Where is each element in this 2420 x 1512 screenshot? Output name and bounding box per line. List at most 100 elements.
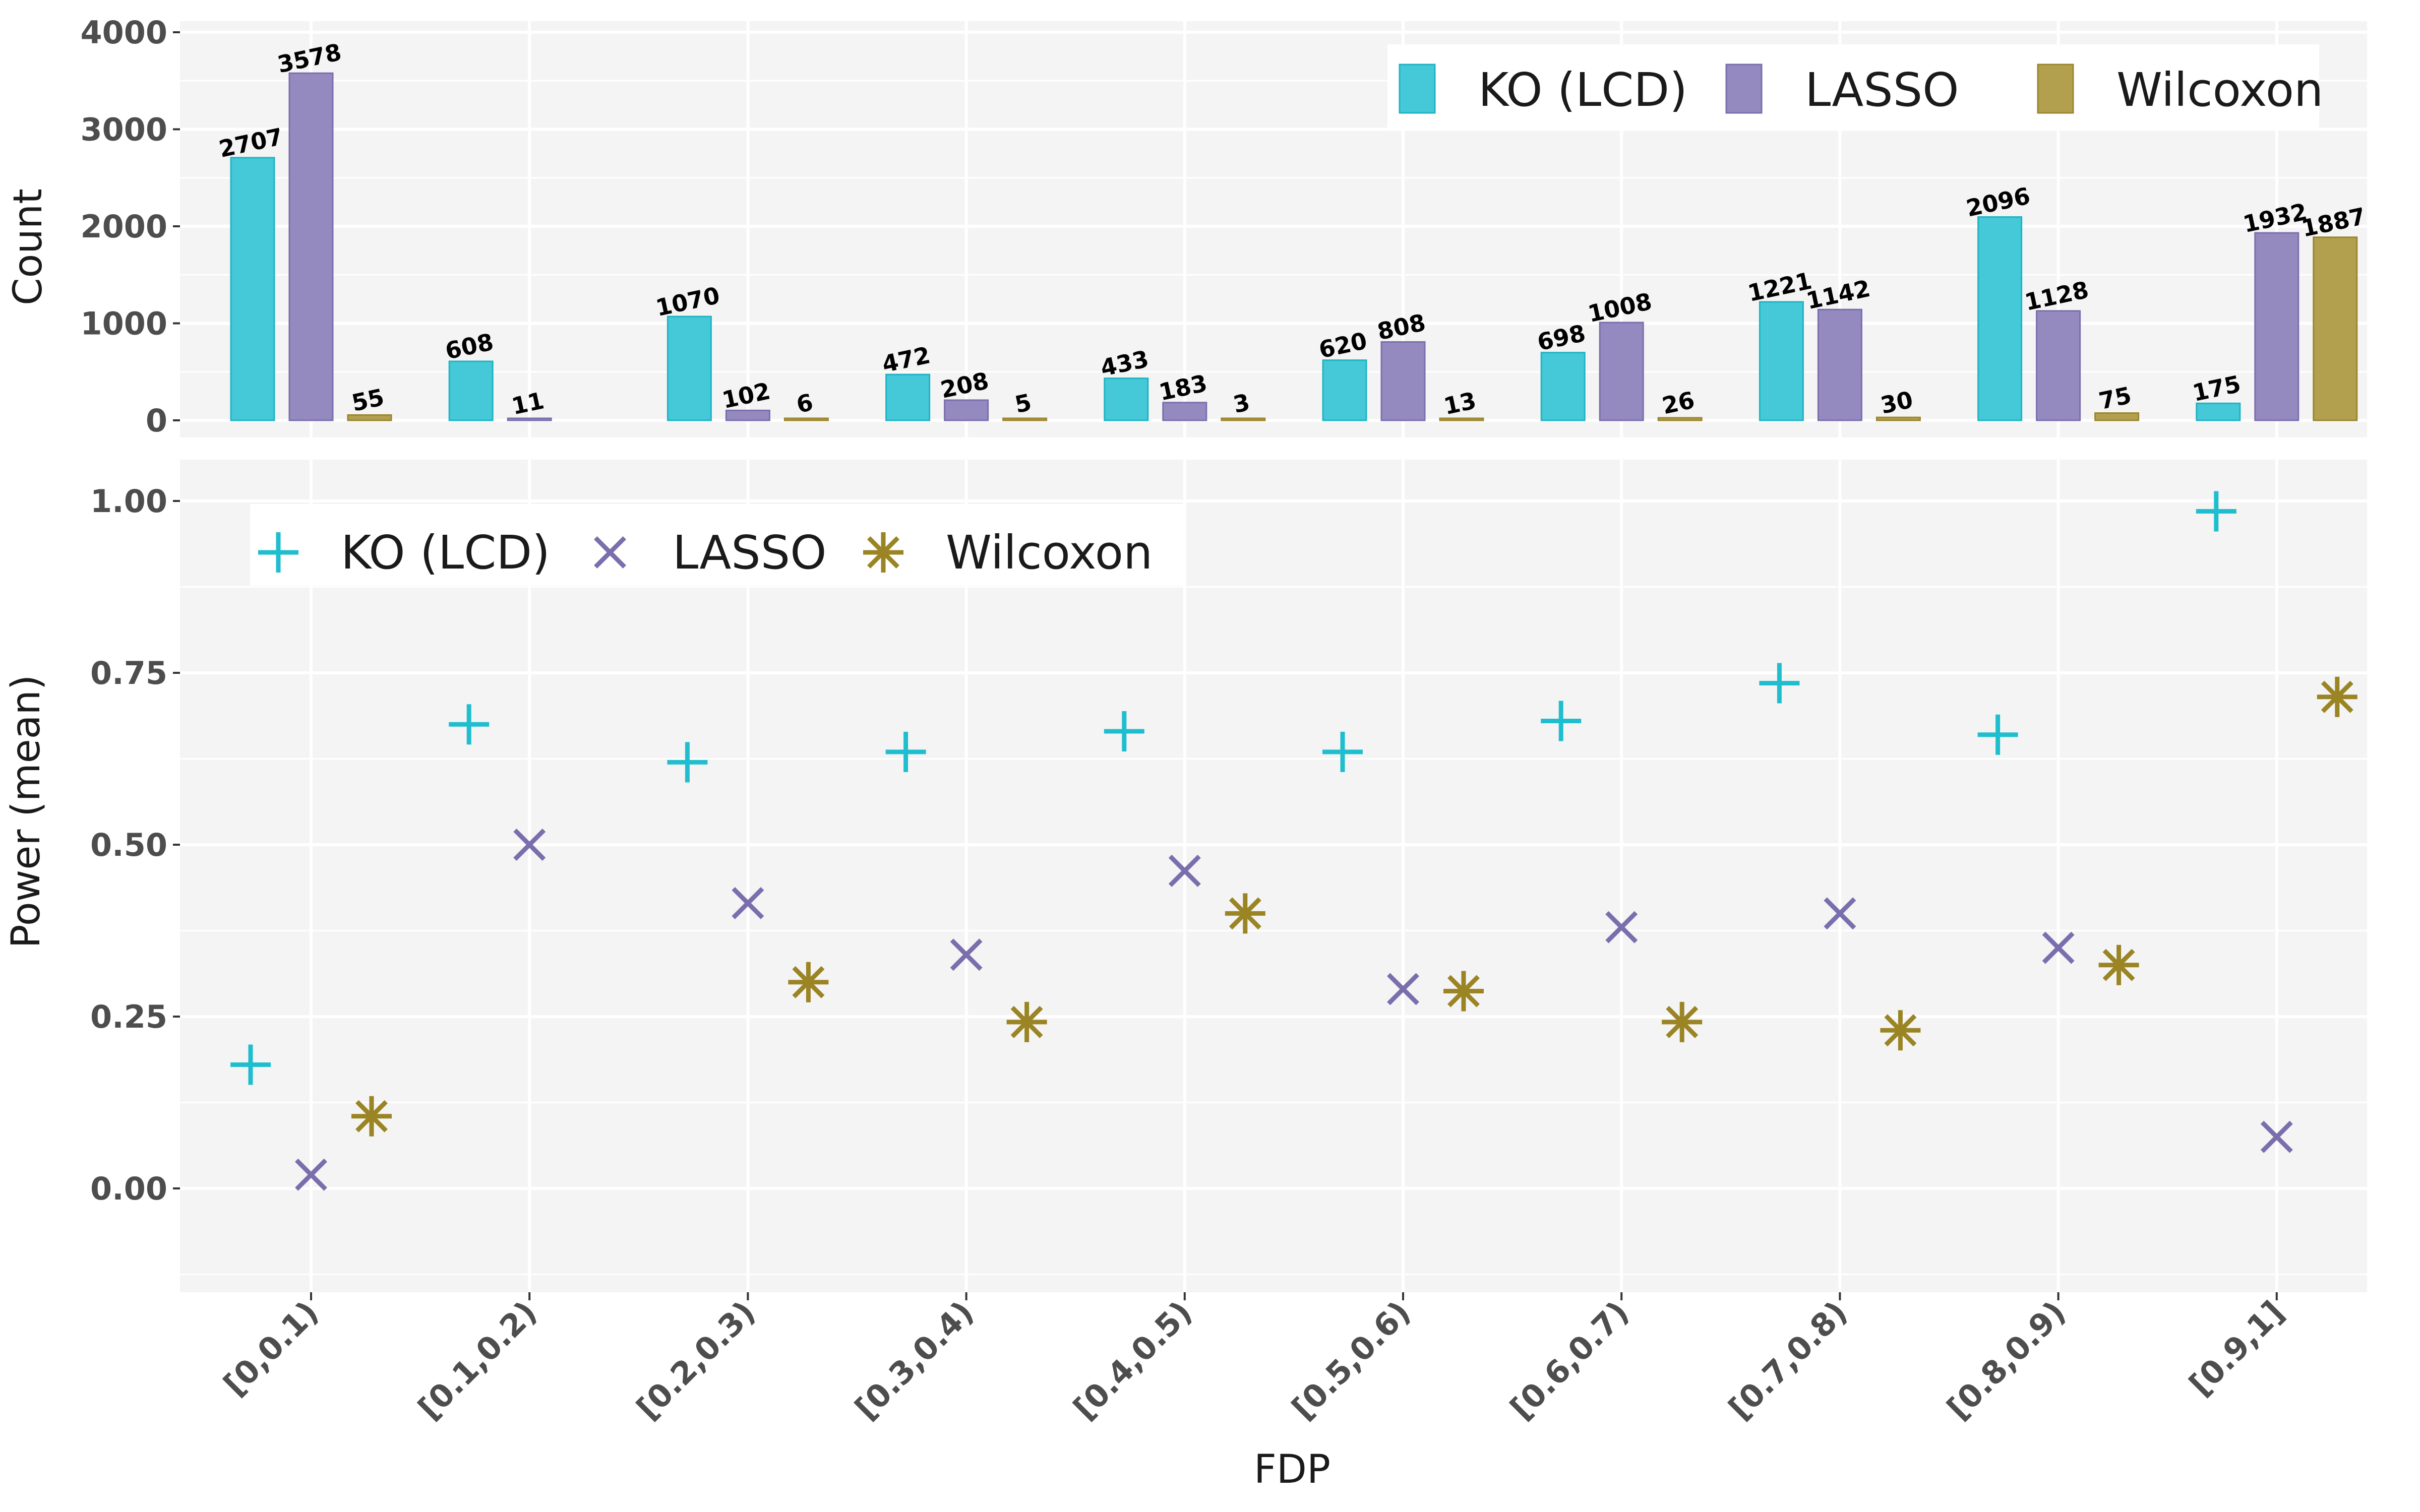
bar-y-tick-labels: 0 1000 2000 3000 4000 <box>80 14 180 439</box>
bar-legend-label: Wilcoxon <box>2116 63 2323 117</box>
bar-legend-box <box>1387 44 2319 129</box>
bar-legend: KO (LCD) LASSO Wilcoxon <box>1387 44 2323 129</box>
scatter-point <box>1977 714 2018 755</box>
bar <box>1817 308 1862 421</box>
scatter-panel-background <box>180 460 2367 1292</box>
bar-legend-label: KO (LCD) <box>1478 63 1687 117</box>
scatter-point <box>1225 893 1265 934</box>
scatter-point <box>732 887 764 919</box>
scatter-point <box>1662 1001 1703 1042</box>
bar <box>2196 402 2241 421</box>
marker-stroke <box>1884 1014 1917 1047</box>
marker-stroke <box>513 829 546 861</box>
bar-value-label: 13 <box>1441 387 1479 420</box>
bar <box>2036 310 2081 421</box>
scatter-point <box>950 938 983 971</box>
scatter-point <box>295 1158 327 1191</box>
scatter-point <box>1006 1001 1047 1042</box>
x-tick-label: [0.8,0.9) <box>1940 1294 2073 1427</box>
marker-stroke <box>1168 854 1201 887</box>
marker-stroke <box>295 1158 327 1191</box>
scatter-point <box>1443 971 1484 1012</box>
marker-stroke <box>867 536 899 569</box>
bar <box>2254 232 2300 421</box>
marker-stroke <box>792 966 825 998</box>
marker-stroke <box>1824 897 1856 930</box>
scatter-legend-label: KO (LCD) <box>341 526 550 580</box>
bar <box>1002 417 1048 421</box>
marker-stroke <box>355 1100 388 1132</box>
bar-value-label: 26 <box>1660 386 1697 419</box>
scatter-point <box>2098 944 2139 985</box>
x-tick-label: [0.7,0.8) <box>1721 1294 1854 1427</box>
bar <box>448 360 494 421</box>
bar <box>1439 417 1484 421</box>
bar <box>1657 417 1703 421</box>
marker-stroke <box>2260 1120 2293 1153</box>
bar-y-tick-label: 2000 <box>80 208 167 245</box>
scatter-point <box>1541 701 1582 741</box>
scatter-point <box>1880 1010 1921 1051</box>
scatter-point <box>2196 491 2236 532</box>
scatter-y-tick-label: 0.75 <box>90 655 167 691</box>
marker-stroke <box>1605 911 1638 943</box>
bar <box>1876 416 1921 421</box>
scatter-point <box>788 962 829 1002</box>
scatter-point <box>1824 897 1856 930</box>
scatter-point <box>351 1096 392 1137</box>
bar <box>288 72 334 421</box>
scatter-legend-box <box>250 504 1184 586</box>
scatter-y-axis-title: Power (mean) <box>4 675 49 949</box>
scatter-point <box>1759 663 1800 704</box>
bar <box>1540 352 1586 421</box>
marker-stroke <box>732 887 764 919</box>
bars <box>230 72 2358 421</box>
bar <box>783 417 829 421</box>
bar <box>2313 236 2358 421</box>
scatter-point <box>1387 973 1419 1005</box>
scatter-y-tick-label: 0.50 <box>90 827 167 863</box>
x-tick-label: [0.9,1] <box>2182 1294 2291 1403</box>
x-tick-label: [0.3,0.4) <box>848 1294 981 1427</box>
power-scatter-chart: 0.00 0.25 0.50 0.75 1.00 [0,0.1) [0.1,0.2) [0.… <box>4 460 2367 1492</box>
bar-value-label: 75 <box>2096 382 2134 415</box>
x-tick-label: [0.4,0.5) <box>1066 1294 1199 1427</box>
x-tick-label: [0.6,0.7) <box>1503 1294 1636 1427</box>
scatter-point <box>1322 731 1363 772</box>
scatter-point <box>667 742 708 783</box>
scatter-point <box>449 704 490 745</box>
bar-value-label: 55 <box>349 384 387 417</box>
scatter-gridlines <box>180 460 2367 1292</box>
scatter-legend-label: Wilcoxon <box>946 526 1153 580</box>
x-tick-label: [0.1,0.2) <box>411 1294 544 1427</box>
scatter-point <box>2260 1120 2293 1153</box>
x-tick-label: [0.5,0.6) <box>1285 1294 1418 1427</box>
bar <box>230 157 275 421</box>
marker-stroke <box>950 938 983 971</box>
bar <box>1977 216 2023 421</box>
scatter-legend-marker <box>863 532 903 573</box>
marker-stroke <box>2102 949 2135 981</box>
marker-stroke <box>1229 897 1261 930</box>
marker-stroke <box>2042 931 2075 964</box>
bar <box>667 316 712 421</box>
bar-y-tick-label: 1000 <box>80 305 167 342</box>
scatter-y-tick-label: 0.00 <box>90 1170 167 1207</box>
x-tick-label: [0.2,0.3) <box>629 1294 762 1427</box>
bar-y-axis-title: Count <box>6 188 51 305</box>
marker-stroke <box>1447 975 1480 1007</box>
x-axis-title: FDP <box>1254 1447 1330 1492</box>
bar-legend-swatch <box>1399 64 1436 114</box>
bar <box>1104 377 1149 421</box>
bar-y-tick-label: 0 <box>146 402 167 439</box>
bar-y-tick-label: 4000 <box>80 14 167 51</box>
scatter-legend-marker <box>258 532 298 573</box>
scatter-point <box>1104 711 1144 751</box>
marker-stroke <box>1387 973 1419 1005</box>
scatter-y-tick-label: 0.25 <box>90 998 167 1035</box>
bar <box>1162 402 1207 421</box>
scatter-point <box>2317 676 2357 717</box>
bar <box>1599 322 1644 421</box>
